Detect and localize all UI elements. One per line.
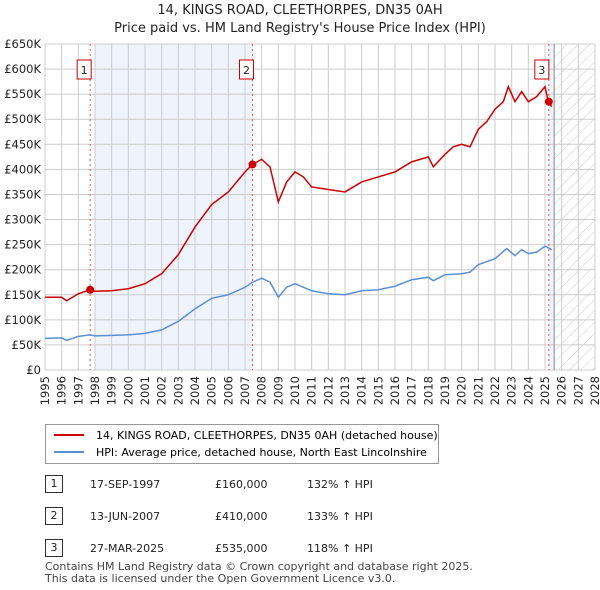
sale-hpi: 118% ↑ HPI: [307, 542, 373, 555]
y-tick-label: £650K: [4, 37, 41, 51]
chart-subtitle: Price paid vs. HM Land Registry's House …: [114, 21, 486, 36]
y-tick-label: £0: [26, 363, 41, 377]
series-line: [45, 84, 553, 302]
x-tick-label: 2024: [521, 376, 535, 405]
sale-number: 1: [45, 475, 63, 493]
y-tick-label: £350K: [4, 187, 41, 201]
x-tick-label: 2018: [421, 376, 435, 405]
x-tick-label: 2028: [588, 376, 600, 405]
series-line: [44, 245, 553, 342]
x-tick-label: 2010: [288, 376, 302, 405]
sale-point: [248, 160, 257, 169]
sale-hpi: 132% ↑ HPI: [307, 478, 373, 491]
sale-row: 1 17-SEP-1997 £160,000 132% ↑ HPI: [45, 475, 600, 495]
sale-label-box: [76, 59, 92, 80]
footer-line: This data is licensed under the Open Gov…: [45, 572, 396, 585]
y-tick-label: £50K: [12, 338, 42, 352]
x-tick-label: 2017: [405, 376, 419, 405]
sale-hpi: 133% ↑ HPI: [307, 510, 373, 523]
sale-date: 17-SEP-1997: [90, 478, 161, 491]
y-tick-label: £600K: [4, 62, 41, 76]
forecast-hatch: [554, 44, 595, 370]
y-tick-label: £100K: [4, 313, 41, 327]
shaded-period: [95, 44, 253, 370]
sale-number: 3: [45, 539, 63, 557]
shaded-period: [548, 44, 555, 370]
x-tick-label: 2014: [355, 376, 369, 405]
x-tick-label: 2020: [455, 376, 469, 405]
chart: 1995 1996 1997 1998 1999 2000 2001 2002 2003 2004…: [4, 37, 600, 405]
sale-label: 2: [243, 64, 250, 77]
legend-swatch: [54, 451, 84, 453]
x-tick-label: 2023: [505, 376, 519, 405]
x-tick-label: 2001: [138, 376, 152, 405]
x-tick-label: 2005: [205, 376, 219, 405]
x-tick-label: 2003: [171, 376, 185, 405]
legend-label: HPI: Average price, detached house, Nort…: [96, 445, 427, 459]
sale-row: 2 13-JUN-2007 £410,000 133% ↑ HPI: [45, 507, 600, 527]
y-tick-label: £250K: [4, 238, 41, 252]
x-tick-label: 2019: [438, 376, 452, 405]
sale-label-box: [239, 59, 254, 80]
y-tick-label: £550K: [4, 87, 41, 101]
sale-number: 2: [45, 507, 63, 525]
x-tick-label: 2015: [371, 376, 385, 405]
y-tick-label: £450K: [4, 137, 41, 151]
footer-line: Contains HM Land Registry data © Crown c…: [45, 560, 473, 573]
sale-price: £160,000: [215, 478, 268, 491]
x-tick-label: 1998: [88, 376, 102, 405]
legend-label: 14, KINGS ROAD, CLEETHORPES, DN35 0AH (d…: [96, 428, 438, 442]
sale-date: 27-MAR-2025: [90, 542, 165, 555]
x-tick-label: 1997: [71, 376, 85, 405]
x-tick-label: 2025: [538, 376, 552, 405]
x-tick-label: 2022: [488, 376, 502, 405]
legend-item-property: 14, KINGS ROAD, CLEETHORPES, DN35 0AH (d…: [54, 427, 438, 443]
x-tick-label: 2013: [338, 376, 352, 405]
sale-price: £410,000: [215, 510, 268, 523]
y-tick-label: £200K: [4, 263, 41, 277]
sale-row: 3 27-MAR-2025 £535,000 118% ↑ HPI: [45, 539, 600, 559]
x-tick-label: 2016: [388, 376, 402, 405]
x-tick-label: 2002: [155, 376, 169, 405]
x-tick-label: 2012: [321, 376, 335, 405]
x-tick-label: 2000: [121, 376, 135, 405]
chart-title: 14, KINGS ROAD, CLEETHORPES, DN35 0AH: [157, 3, 443, 18]
sale-price: £535,000: [215, 542, 268, 555]
x-tick-label: 1995: [38, 376, 52, 405]
x-tick-label: 2011: [305, 376, 319, 405]
y-tick-label: £300K: [4, 213, 41, 227]
legend-swatch: [54, 434, 84, 436]
legend-item-hpi: HPI: Average price, detached house, Nort…: [54, 444, 427, 460]
sale-label-box: [534, 59, 550, 80]
sale-point: [544, 97, 553, 106]
x-tick-label: 2027: [571, 376, 585, 405]
y-tick-label: £500K: [4, 112, 41, 126]
x-tick-label: 2004: [188, 376, 202, 405]
y-tick-label: £150K: [4, 288, 41, 302]
sale-date: 13-JUN-2007: [90, 510, 161, 523]
x-tick-label: 2021: [471, 376, 485, 405]
x-tick-label: 1996: [55, 376, 69, 405]
sale-point: [86, 285, 95, 294]
x-tick-label: 2006: [221, 376, 235, 405]
x-tick-label: 1999: [105, 376, 119, 405]
sale-label: 1: [81, 64, 88, 77]
legend: 14, KINGS ROAD, CLEETHORPES, DN35 0AH (d…: [45, 424, 439, 464]
x-tick-label: 2008: [255, 376, 269, 405]
x-tick-label: 2026: [555, 376, 569, 405]
y-tick-label: £400K: [4, 162, 41, 176]
x-tick-label: 2007: [238, 376, 252, 405]
x-tick-label: 2009: [271, 376, 285, 405]
sale-label: 3: [538, 64, 545, 77]
